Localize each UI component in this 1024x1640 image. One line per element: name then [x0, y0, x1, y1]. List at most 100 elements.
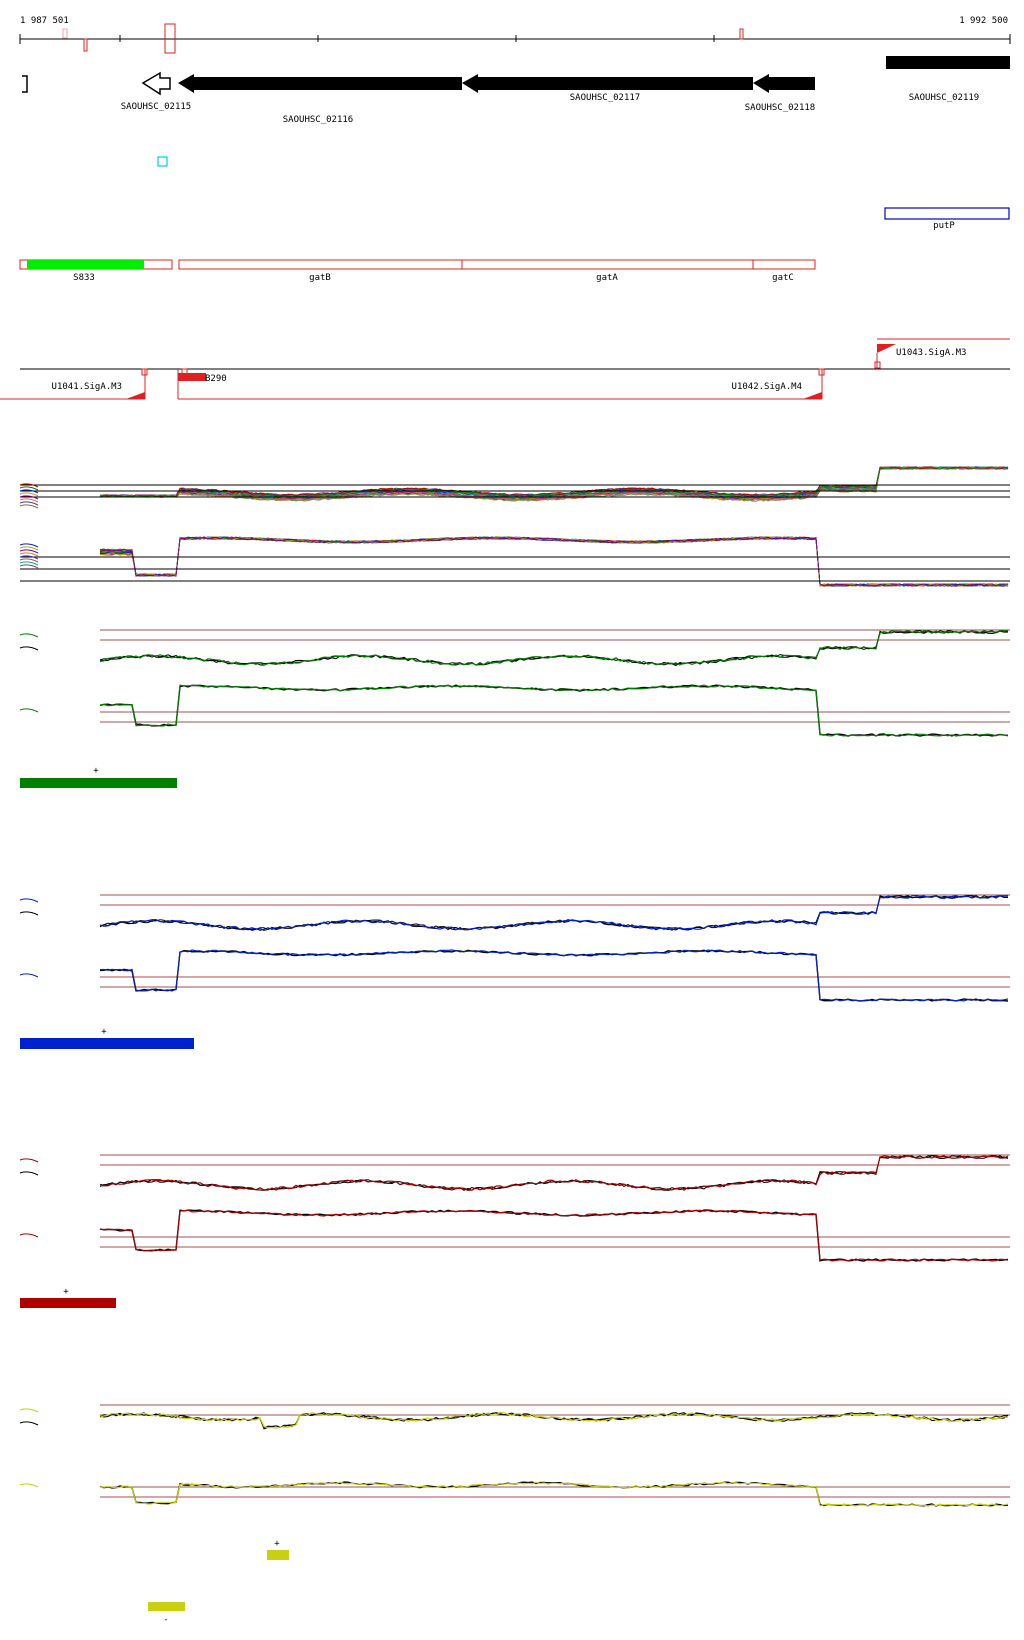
track-stub	[19, 1408, 39, 1413]
ruler-end-label: 1 992 500	[959, 16, 1008, 26]
overview-profile-upper	[99, 466, 1009, 499]
track-stub	[19, 501, 39, 506]
condition-indicators: + + + + -	[20, 766, 289, 1625]
track-stub	[19, 1171, 39, 1176]
feature-label: S833	[73, 273, 95, 283]
overview-profile-lower	[99, 536, 1009, 587]
overview-profile-lower	[99, 536, 1009, 587]
gene-arrow-saouhsc-02118[interactable]	[753, 74, 815, 93]
overview-profile-lower	[99, 536, 1009, 587]
overview-profile-lower	[99, 536, 1009, 587]
feature-s833-fill[interactable]	[27, 260, 144, 269]
overview-profile-lower	[99, 536, 1009, 587]
small-feature[interactable]	[178, 373, 206, 381]
strand-sign: +	[101, 1027, 107, 1037]
profile-yellow	[99, 1481, 1009, 1507]
strand-sign: -	[163, 1615, 168, 1625]
condition-indicator-green[interactable]	[20, 778, 177, 788]
overview-profile-lower	[99, 536, 1009, 587]
profile-blue	[99, 949, 1009, 1002]
gene-bar-saouhsc-02119[interactable]	[886, 56, 1010, 69]
track-stub	[19, 1483, 39, 1488]
overview-profile-lower	[100, 536, 1008, 587]
overview-profile-lower	[99, 536, 1009, 587]
track-stub	[19, 483, 39, 488]
track-stub	[19, 486, 39, 491]
gene-arrow-saouhsc-02116[interactable]	[178, 74, 462, 93]
coordinate-ruler: 1 987 501 1 992 500	[19, 16, 1011, 54]
feature-gata[interactable]	[461, 259, 754, 270]
feature-gatc[interactable]	[752, 259, 816, 270]
feature-track: putP	[157, 156, 1010, 231]
overview-profile-lower	[99, 536, 1009, 587]
track-stub	[19, 504, 39, 509]
overview-profile-lower	[99, 536, 1009, 587]
overview-profile-upper	[99, 466, 1009, 498]
overview-profile-lower	[99, 536, 1009, 587]
feature-putp[interactable]	[884, 207, 1010, 220]
profile-black	[99, 1481, 1009, 1507]
profile-black	[99, 949, 1009, 1002]
track-stub	[19, 558, 39, 563]
track-stub	[19, 1421, 39, 1426]
gene-label: SAOUHSC_02115	[121, 102, 191, 112]
profile-yellow	[99, 1411, 1009, 1429]
overview-profile-lower	[99, 536, 1009, 587]
profile-red	[99, 1209, 1009, 1262]
overview-profile-lower	[99, 536, 1009, 587]
overview-profile-lower	[99, 536, 1009, 587]
overview-profile-lower	[99, 536, 1009, 587]
promoter-flag-u1042[interactable]	[803, 392, 822, 399]
profile-red	[99, 1154, 1009, 1192]
track-stub	[19, 973, 39, 978]
expression-tracks	[19, 466, 1010, 1507]
strand-sign: +	[274, 1539, 280, 1549]
profile-blue	[99, 894, 1009, 932]
strand-sign: +	[63, 1287, 69, 1297]
gene-fragment-left[interactable]	[22, 75, 28, 93]
feature-label: gatA	[596, 273, 618, 283]
gene-arrow-saouhsc-02117[interactable]	[462, 74, 753, 93]
overview-profile-lower	[99, 536, 1009, 587]
misc-feature-box[interactable]	[157, 156, 168, 167]
overview-profile-lower	[99, 536, 1009, 587]
ruler-marker	[164, 23, 176, 54]
promoter-label-u1043: U1043.SigA.M3	[896, 348, 966, 358]
overview-profile-lower	[99, 536, 1009, 587]
track-stub	[19, 498, 39, 503]
track-stub	[19, 543, 39, 548]
overview-profile-lower	[99, 536, 1009, 587]
strand-sign: +	[93, 766, 99, 776]
track-stub	[19, 646, 39, 651]
promoter-flag-u1043[interactable]	[877, 339, 896, 353]
track-stub	[19, 898, 39, 903]
track-stub	[19, 633, 39, 638]
operon-track: S833 gatB gatA gatC	[19, 259, 816, 283]
condition-indicator-yellow-plus[interactable]	[267, 1550, 289, 1560]
gene-arrow-saouhsc-02115[interactable]	[141, 71, 171, 96]
feature-label-putp: putP	[933, 221, 955, 231]
track-stub	[19, 555, 39, 560]
profile-green	[99, 684, 1009, 737]
condition-indicator-yellow-minus[interactable]	[148, 1602, 185, 1611]
overview-profile-lower	[99, 536, 1009, 587]
gene-label: SAOUHSC_02116	[283, 115, 353, 125]
track-stub	[19, 549, 39, 554]
condition-indicator-blue[interactable]	[20, 1038, 194, 1049]
profile-black	[99, 684, 1009, 737]
feature-label: gatC	[772, 273, 794, 283]
overview-profile-lower	[99, 536, 1009, 587]
profile-black	[99, 1209, 1009, 1262]
promoter-track: U1043.SigA.M3 U1041.SigA.M3 U1042.SigA.M…	[0, 338, 1010, 400]
condition-indicator-red[interactable]	[20, 1298, 116, 1308]
feature-gatb[interactable]	[178, 259, 463, 270]
overview-profile-lower	[99, 536, 1009, 587]
promoter-label-u1042: U1042.SigA.M4	[732, 382, 802, 392]
promoter-flag-u1041[interactable]	[126, 392, 145, 399]
gene-track: SAOUHSC_02115 SAOUHSC_02116 SAOUHSC_0211…	[22, 56, 1010, 125]
gene-label: SAOUHSC_02119	[909, 93, 979, 103]
gene-label: SAOUHSC_02117	[570, 93, 640, 103]
small-feature-label: B290	[205, 374, 227, 384]
overview-profile-lower	[99, 536, 1009, 587]
track-stub	[19, 552, 39, 557]
